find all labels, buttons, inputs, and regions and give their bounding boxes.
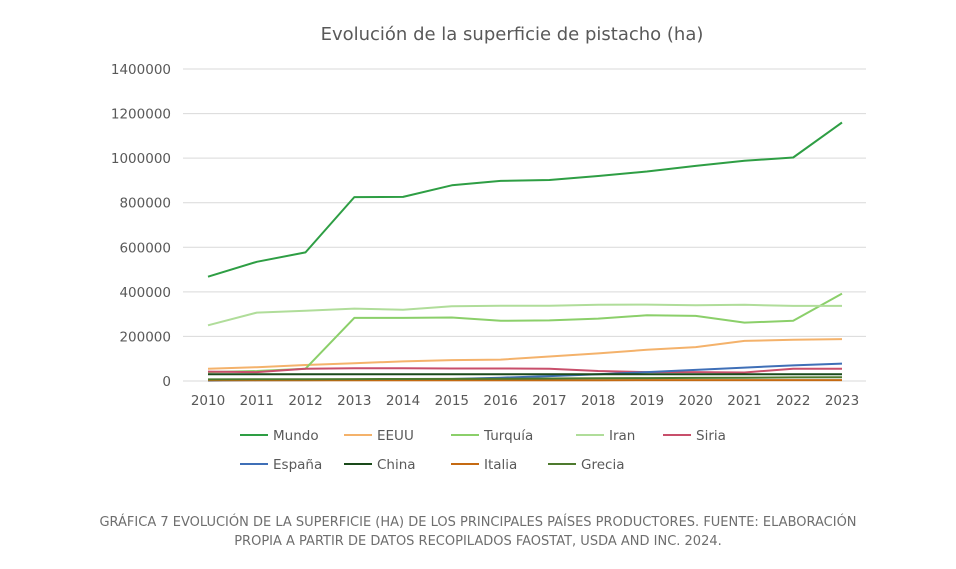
legend-label: EEUU	[377, 428, 414, 444]
x-axis-tick-labels: 2010 2011 2012 2013 2014 2015 2016 2017 2018 2019…	[191, 393, 859, 409]
y-tick-label: 1000000	[111, 151, 171, 167]
chart-title: Evolución de la superficie de pistacho (…	[321, 24, 704, 45]
legend-label: Grecia	[581, 457, 624, 473]
x-tick-label: 2015	[435, 393, 469, 409]
legend-item-mundo: Mundo	[240, 428, 319, 444]
series-line-turquía	[207, 292, 843, 374]
legend-item-eeuu: EEUU	[344, 428, 414, 444]
series-line-mundo	[207, 121, 843, 278]
x-tick-label: 2019	[630, 393, 664, 409]
legend-item-italia: Italia	[451, 457, 517, 473]
x-tick-label: 2013	[337, 393, 371, 409]
y-axis-tick-labels: 0 200000 400000 600000 800000 1000000 1200000 1…	[111, 62, 171, 390]
y-tick-label: 1400000	[111, 62, 171, 78]
figure-caption: GRÁFICA 7 EVOLUCIÓN DE LA SUPERFICIE (HA…	[20, 513, 936, 551]
y-tick-label: 0	[162, 374, 171, 390]
legend-item-iran: Iran	[576, 428, 635, 444]
series-line-siria	[207, 367, 842, 374]
legend-item-turquía: Turquía	[451, 428, 533, 444]
legend-label: Iran	[609, 428, 635, 444]
y-tick-label: 800000	[119, 196, 171, 212]
legend-label: China	[377, 457, 416, 473]
series-line-grecia	[207, 376, 843, 381]
legend-item-españa: España	[240, 457, 322, 473]
y-tick-label: 1200000	[111, 107, 171, 123]
x-tick-label: 2011	[240, 393, 274, 409]
legend-label: Turquía	[483, 428, 533, 444]
x-tick-label: 2021	[727, 393, 761, 409]
x-tick-label: 2020	[679, 393, 713, 409]
series-line-iran	[207, 303, 842, 327]
gridlines	[183, 68, 866, 382]
x-tick-label: 2018	[581, 393, 615, 409]
legend-label: Siria	[696, 428, 726, 444]
y-tick-label: 400000	[119, 285, 171, 301]
x-tick-label: 2014	[386, 393, 420, 409]
x-tick-label: 2022	[776, 393, 810, 409]
caption-line-2: PROPIA A PARTIR DE DATOS RECOPILADOS FAO…	[234, 534, 722, 549]
legend: Mundo EEUU Turquía Iran Siria España China Ital…	[240, 428, 726, 473]
x-tick-label: 2017	[532, 393, 566, 409]
x-tick-label: 2012	[288, 393, 322, 409]
series-line-eeuu	[207, 338, 843, 370]
y-tick-label: 200000	[119, 329, 171, 345]
x-tick-label: 2010	[191, 393, 225, 409]
legend-label: Mundo	[273, 428, 319, 444]
legend-item-siria: Siria	[663, 428, 726, 444]
x-tick-label: 2023	[825, 393, 859, 409]
x-tick-label: 2016	[483, 393, 517, 409]
y-tick-label: 600000	[119, 240, 171, 256]
legend-label: España	[273, 457, 322, 473]
series-lines	[207, 121, 843, 382]
caption-line-1: GRÁFICA 7 EVOLUCIÓN DE LA SUPERFICIE (HA…	[99, 515, 857, 530]
legend-item-grecia: Grecia	[548, 457, 624, 473]
legend-item-china: China	[344, 457, 416, 473]
line-chart: Evolución de la superficie de pistacho (…	[111, 24, 866, 473]
legend-label: Italia	[484, 457, 517, 473]
